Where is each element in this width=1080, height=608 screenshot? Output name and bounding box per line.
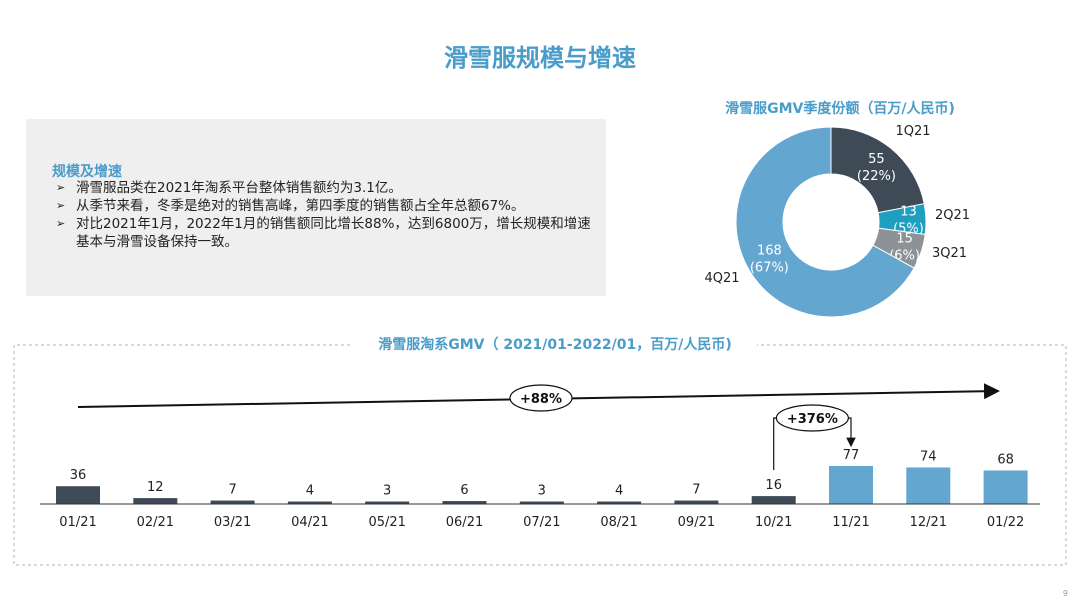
bar: [751, 496, 796, 504]
arrow-right-icon: ➢: [56, 181, 66, 194]
donut-slice: [830, 126, 925, 214]
bar: [906, 467, 951, 504]
mom-growth-badge-label: +376%: [787, 412, 838, 427]
summary-bullet: ➢ 对比2021年1月，2022年1月的销售额同比增长88%，达到6800万，增长…: [56, 215, 596, 251]
x-tick-label: 09/21: [678, 515, 715, 530]
donut-category-label: 1Q21: [895, 124, 930, 139]
donut-slice: [735, 126, 915, 318]
x-tick-label: 01/22: [987, 515, 1024, 530]
x-tick-label: 08/21: [600, 515, 637, 530]
bar: [829, 466, 873, 504]
x-tick-label: 03/21: [214, 515, 251, 530]
bar-value-label: 16: [765, 478, 782, 493]
x-tick-label: 01/21: [59, 515, 96, 530]
bar: [674, 500, 719, 504]
summary-bullet-text: 滑雪服品类在2021年淘系平台整体销售额约为3.1亿。: [76, 180, 402, 196]
donut-value-label: 168: [757, 243, 782, 258]
x-tick-label: 10/21: [755, 515, 792, 530]
x-tick-label: 02/21: [137, 515, 174, 530]
donut-chart-title: 滑雪服GMV季度份额（百万/人民币): [725, 101, 955, 117]
bar-value-label: 77: [843, 448, 860, 463]
arrow-right-icon: ➢: [56, 199, 66, 212]
x-tick-label: 07/21: [523, 515, 560, 530]
bar: [442, 501, 487, 504]
mom-growth-badge: [775, 404, 849, 432]
bar-value-label: 36: [70, 468, 87, 483]
bar-value-label: 6: [460, 483, 468, 498]
summary-list: ➢ 滑雪服品类在2021年淘系平台整体销售额约为3.1亿。 ➢ 从季节来看，冬季是绝…: [56, 179, 596, 251]
x-tick-label: 04/21: [291, 515, 328, 530]
x-tick-label: 12/21: [910, 515, 947, 530]
chart-frame: [13, 344, 1067, 566]
arrow-right-icon: ➢: [56, 217, 66, 230]
donut-percent-label: (67%): [750, 260, 789, 275]
bar-value-label: 3: [538, 484, 546, 499]
x-tick-label: 06/21: [446, 515, 483, 530]
x-tick-label: 05/21: [368, 515, 405, 530]
bar-value-label: 74: [920, 449, 937, 464]
bar-chart-title: 滑雪服淘系GMV（ 2021/01-2022/01，百万/人民币): [378, 336, 732, 353]
bar: [133, 498, 178, 504]
bar: [983, 470, 1028, 504]
donut-category-label: 3Q21: [932, 246, 967, 261]
bar-value-label: 12: [147, 480, 164, 495]
donut-value-label: 55: [868, 152, 885, 167]
summary-box: 规模及增速 ➢ 滑雪服品类在2021年淘系平台整体销售额约为3.1亿。 ➢ 从季节来…: [26, 119, 606, 296]
summary-bullet: ➢ 滑雪服品类在2021年淘系平台整体销售额约为3.1亿。: [56, 179, 596, 197]
bar-value-label: 7: [228, 483, 236, 498]
x-tick-label: 11/21: [832, 515, 869, 530]
bar-value-label: 7: [692, 483, 700, 498]
donut-value-label: 13: [900, 205, 917, 220]
bar-value-label: 3: [383, 484, 391, 499]
summary-bullet-text: 对比2021年1月，2022年1月的销售额同比增长88%，达到6800万，增长规…: [76, 216, 591, 250]
bar: [597, 501, 642, 504]
bar: [365, 501, 410, 504]
donut-percent-label: (22%): [857, 169, 896, 184]
page-number: 9: [1062, 589, 1068, 598]
bar-value-label: 68: [997, 452, 1014, 467]
bar: [210, 500, 255, 504]
donut-category-label: 4Q21: [704, 271, 739, 286]
bar: [519, 501, 564, 504]
growth-badge: [509, 384, 573, 412]
summary-bullet: ➢ 从季节来看，冬季是绝对的销售高峰，第四季度的销售额占全年总额67%。: [56, 197, 596, 215]
donut-category-label: 2Q21: [935, 208, 970, 223]
donut-value-label: 15: [896, 231, 913, 246]
bar-value-label: 4: [615, 484, 623, 499]
summary-heading: 规模及增速: [52, 164, 122, 180]
page-title: 滑雪服规模与增速: [444, 44, 636, 72]
bar: [56, 486, 100, 504]
growth-badge-label: +88%: [520, 392, 562, 407]
summary-bullet-text: 从季节来看，冬季是绝对的销售高峰，第四季度的销售额占全年总额67%。: [76, 198, 525, 214]
bar-value-label: 4: [306, 484, 314, 499]
bar: [287, 501, 332, 504]
